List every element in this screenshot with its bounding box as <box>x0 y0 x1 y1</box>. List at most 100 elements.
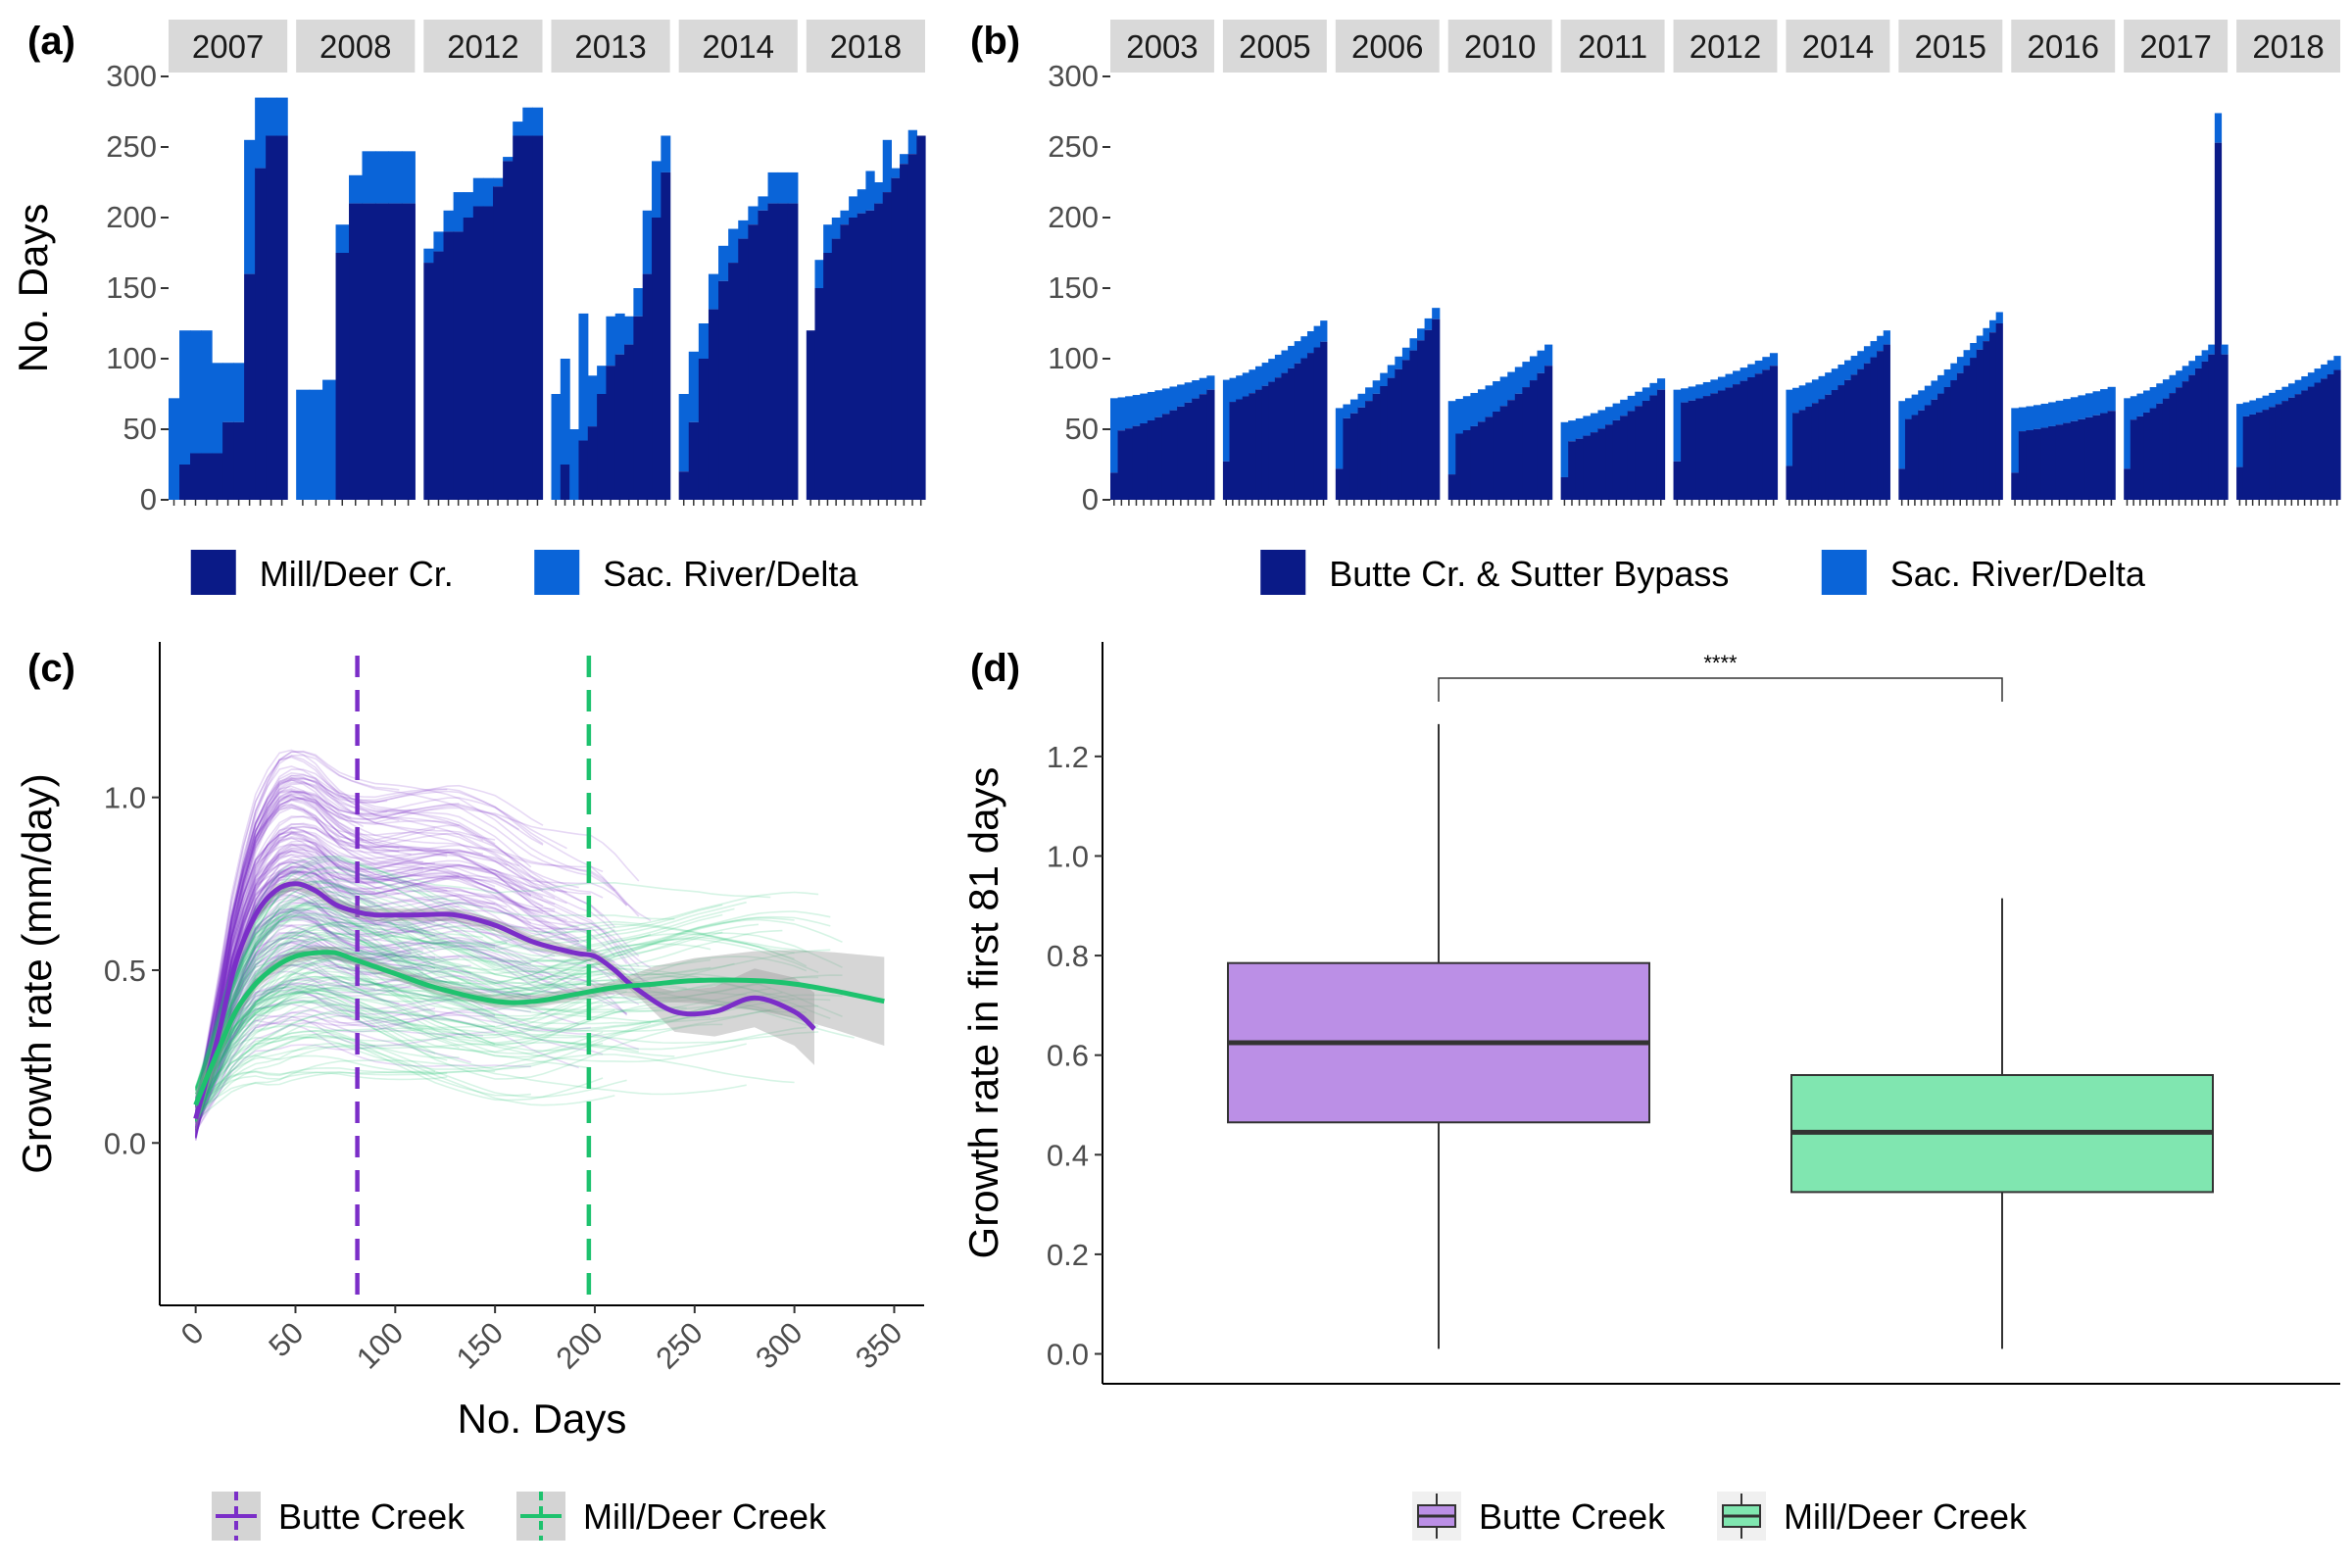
individual-growth-curve <box>194 826 556 1107</box>
bar-segment-creek <box>1229 402 1237 500</box>
individual-growth-curve <box>194 806 436 1104</box>
confidence-band <box>195 947 885 1119</box>
facet-label: 2018 <box>830 28 902 65</box>
bar-segment-sac-river-delta <box>2048 402 2057 426</box>
bar-segment-sac-river-delta <box>2078 395 2086 419</box>
individual-growth-curve <box>194 987 483 1100</box>
bar-segment-sac-river-delta <box>1255 366 1263 390</box>
bar-segment-creek <box>1447 474 1456 500</box>
bar-segment-sac-river-delta <box>551 394 562 500</box>
individual-growth-curve <box>194 952 352 1128</box>
individual-growth-curve <box>194 851 423 1123</box>
bar-segment-creek <box>1740 380 1748 500</box>
bar-segment-sac-river-delta <box>661 135 671 172</box>
individual-growth-curve <box>194 923 448 1107</box>
bar-segment-creek <box>882 192 892 500</box>
bar-segment-sac-river-delta <box>1995 312 2003 323</box>
individual-growth-curve <box>195 1028 423 1106</box>
bar-segment-creek <box>1838 385 1845 500</box>
bar-segment-creek <box>1387 377 1396 500</box>
bar-segment-sac-river-delta <box>2249 400 2257 415</box>
bar-segment-sac-river-delta <box>1268 359 1276 382</box>
individual-growth-curve <box>194 844 532 1129</box>
bar-segment-sac-river-delta <box>1424 318 1433 330</box>
individual-growth-curve <box>194 996 711 1098</box>
bar-segment-sac-river-delta <box>1177 384 1186 407</box>
bar-segment-creek <box>222 421 234 500</box>
bar-segment-sac-river-delta <box>1681 388 1690 403</box>
panel-label-d: (d) <box>970 647 1020 690</box>
bar-segment-creek <box>1462 429 1472 500</box>
individual-growth-curve <box>194 805 544 1111</box>
bar-segment-creek <box>1349 413 1359 500</box>
bar-segment-creek <box>738 238 749 500</box>
individual-growth-curve <box>194 916 496 1124</box>
bar-segment-creek <box>2194 368 2203 500</box>
bar-segment-sac-river-delta <box>1154 390 1163 417</box>
bar-segment-sac-river-delta <box>857 189 867 214</box>
individual-growth-curve <box>194 922 808 1103</box>
bar-segment-creek <box>1597 428 1606 500</box>
bar-segment-sac-river-delta <box>1976 335 1984 350</box>
bar-segment-creek <box>1514 393 1523 500</box>
individual-growth-curve <box>194 945 412 1127</box>
bar-segment-creek <box>2156 403 2164 500</box>
bar-segment-creek <box>401 203 416 500</box>
bar-segment-creek <box>1583 435 1592 500</box>
facet-strip <box>296 20 416 73</box>
smooth-line-1 <box>193 950 885 1106</box>
bar-segment-creek <box>688 421 700 500</box>
facet-strip <box>2236 20 2340 73</box>
bar-segment-creek <box>1140 422 1149 500</box>
bar-segment-sac-river-delta <box>823 224 833 253</box>
individual-growth-curve <box>195 990 855 1091</box>
individual-growth-curve <box>194 952 640 1122</box>
bar-segment-sac-river-delta <box>2156 383 2164 404</box>
bar-segment-sac-river-delta <box>2214 113 2223 143</box>
bar-segment-sac-river-delta <box>1537 350 1545 373</box>
individual-growth-curve <box>194 751 652 1132</box>
panel-label-b: (b) <box>970 20 1020 63</box>
bar-segment-sac-river-delta <box>2294 379 2302 395</box>
facet-strip <box>806 20 925 73</box>
individual-growth-curve <box>194 756 460 1107</box>
panel-b-stacked-bar-chart: 0 50 100 150 200 250 300 2003 2005 2006 2010 2011 20… <box>1048 20 2341 595</box>
bar-segment-creek <box>1635 406 1643 500</box>
bar-segment-sac-river-delta <box>1762 357 1771 370</box>
bar-segment-sac-river-delta <box>1740 368 1748 381</box>
bar-segment-sac-river-delta <box>1229 377 1237 403</box>
bar-segment-creek <box>1268 381 1276 500</box>
panel-label-c: (c) <box>27 647 75 690</box>
bar-segment-creek <box>2269 407 2277 500</box>
x-tick-label: 300 <box>749 1315 808 1375</box>
individual-growth-curve <box>194 989 483 1107</box>
bar-segment-sac-river-delta <box>374 151 390 204</box>
bar-segment-sac-river-delta <box>2070 397 2079 421</box>
individual-growth-curve <box>194 792 484 1138</box>
bar-segment-creek <box>2063 422 2072 500</box>
bar-segment-creek <box>1825 394 1833 500</box>
bar-segment-creek <box>2084 416 2094 500</box>
individual-growth-curve <box>194 793 544 1129</box>
y-tick-label: 100 <box>106 341 157 375</box>
bar-segment-sac-river-delta <box>2281 386 2289 402</box>
bar-segment-creek <box>1733 384 1741 500</box>
bar-segment-sac-river-delta <box>587 375 598 427</box>
individual-growth-curve <box>195 1004 819 1115</box>
bar-segment-sac-river-delta <box>1688 386 1696 401</box>
bar-segment-creek <box>1206 389 1215 500</box>
bar-segment-sac-river-delta <box>1590 413 1599 433</box>
individual-growth-curve <box>194 798 520 1131</box>
y-tick-label: 0.8 <box>1047 939 1089 973</box>
individual-growth-curve <box>194 854 352 1104</box>
individual-growth-curve <box>194 796 448 1117</box>
individual-growth-curve <box>194 920 711 1120</box>
individual-growth-curve <box>194 860 532 1139</box>
bar-segment-creek <box>2307 386 2316 500</box>
x-tick-label: 350 <box>849 1315 908 1375</box>
individual-growth-curve <box>194 878 831 1121</box>
bar-segment-creek <box>777 203 789 500</box>
bar-segment-sac-river-delta <box>1568 420 1577 442</box>
bar-segment-creek <box>1255 389 1263 500</box>
bar-segment-creek <box>453 231 465 500</box>
